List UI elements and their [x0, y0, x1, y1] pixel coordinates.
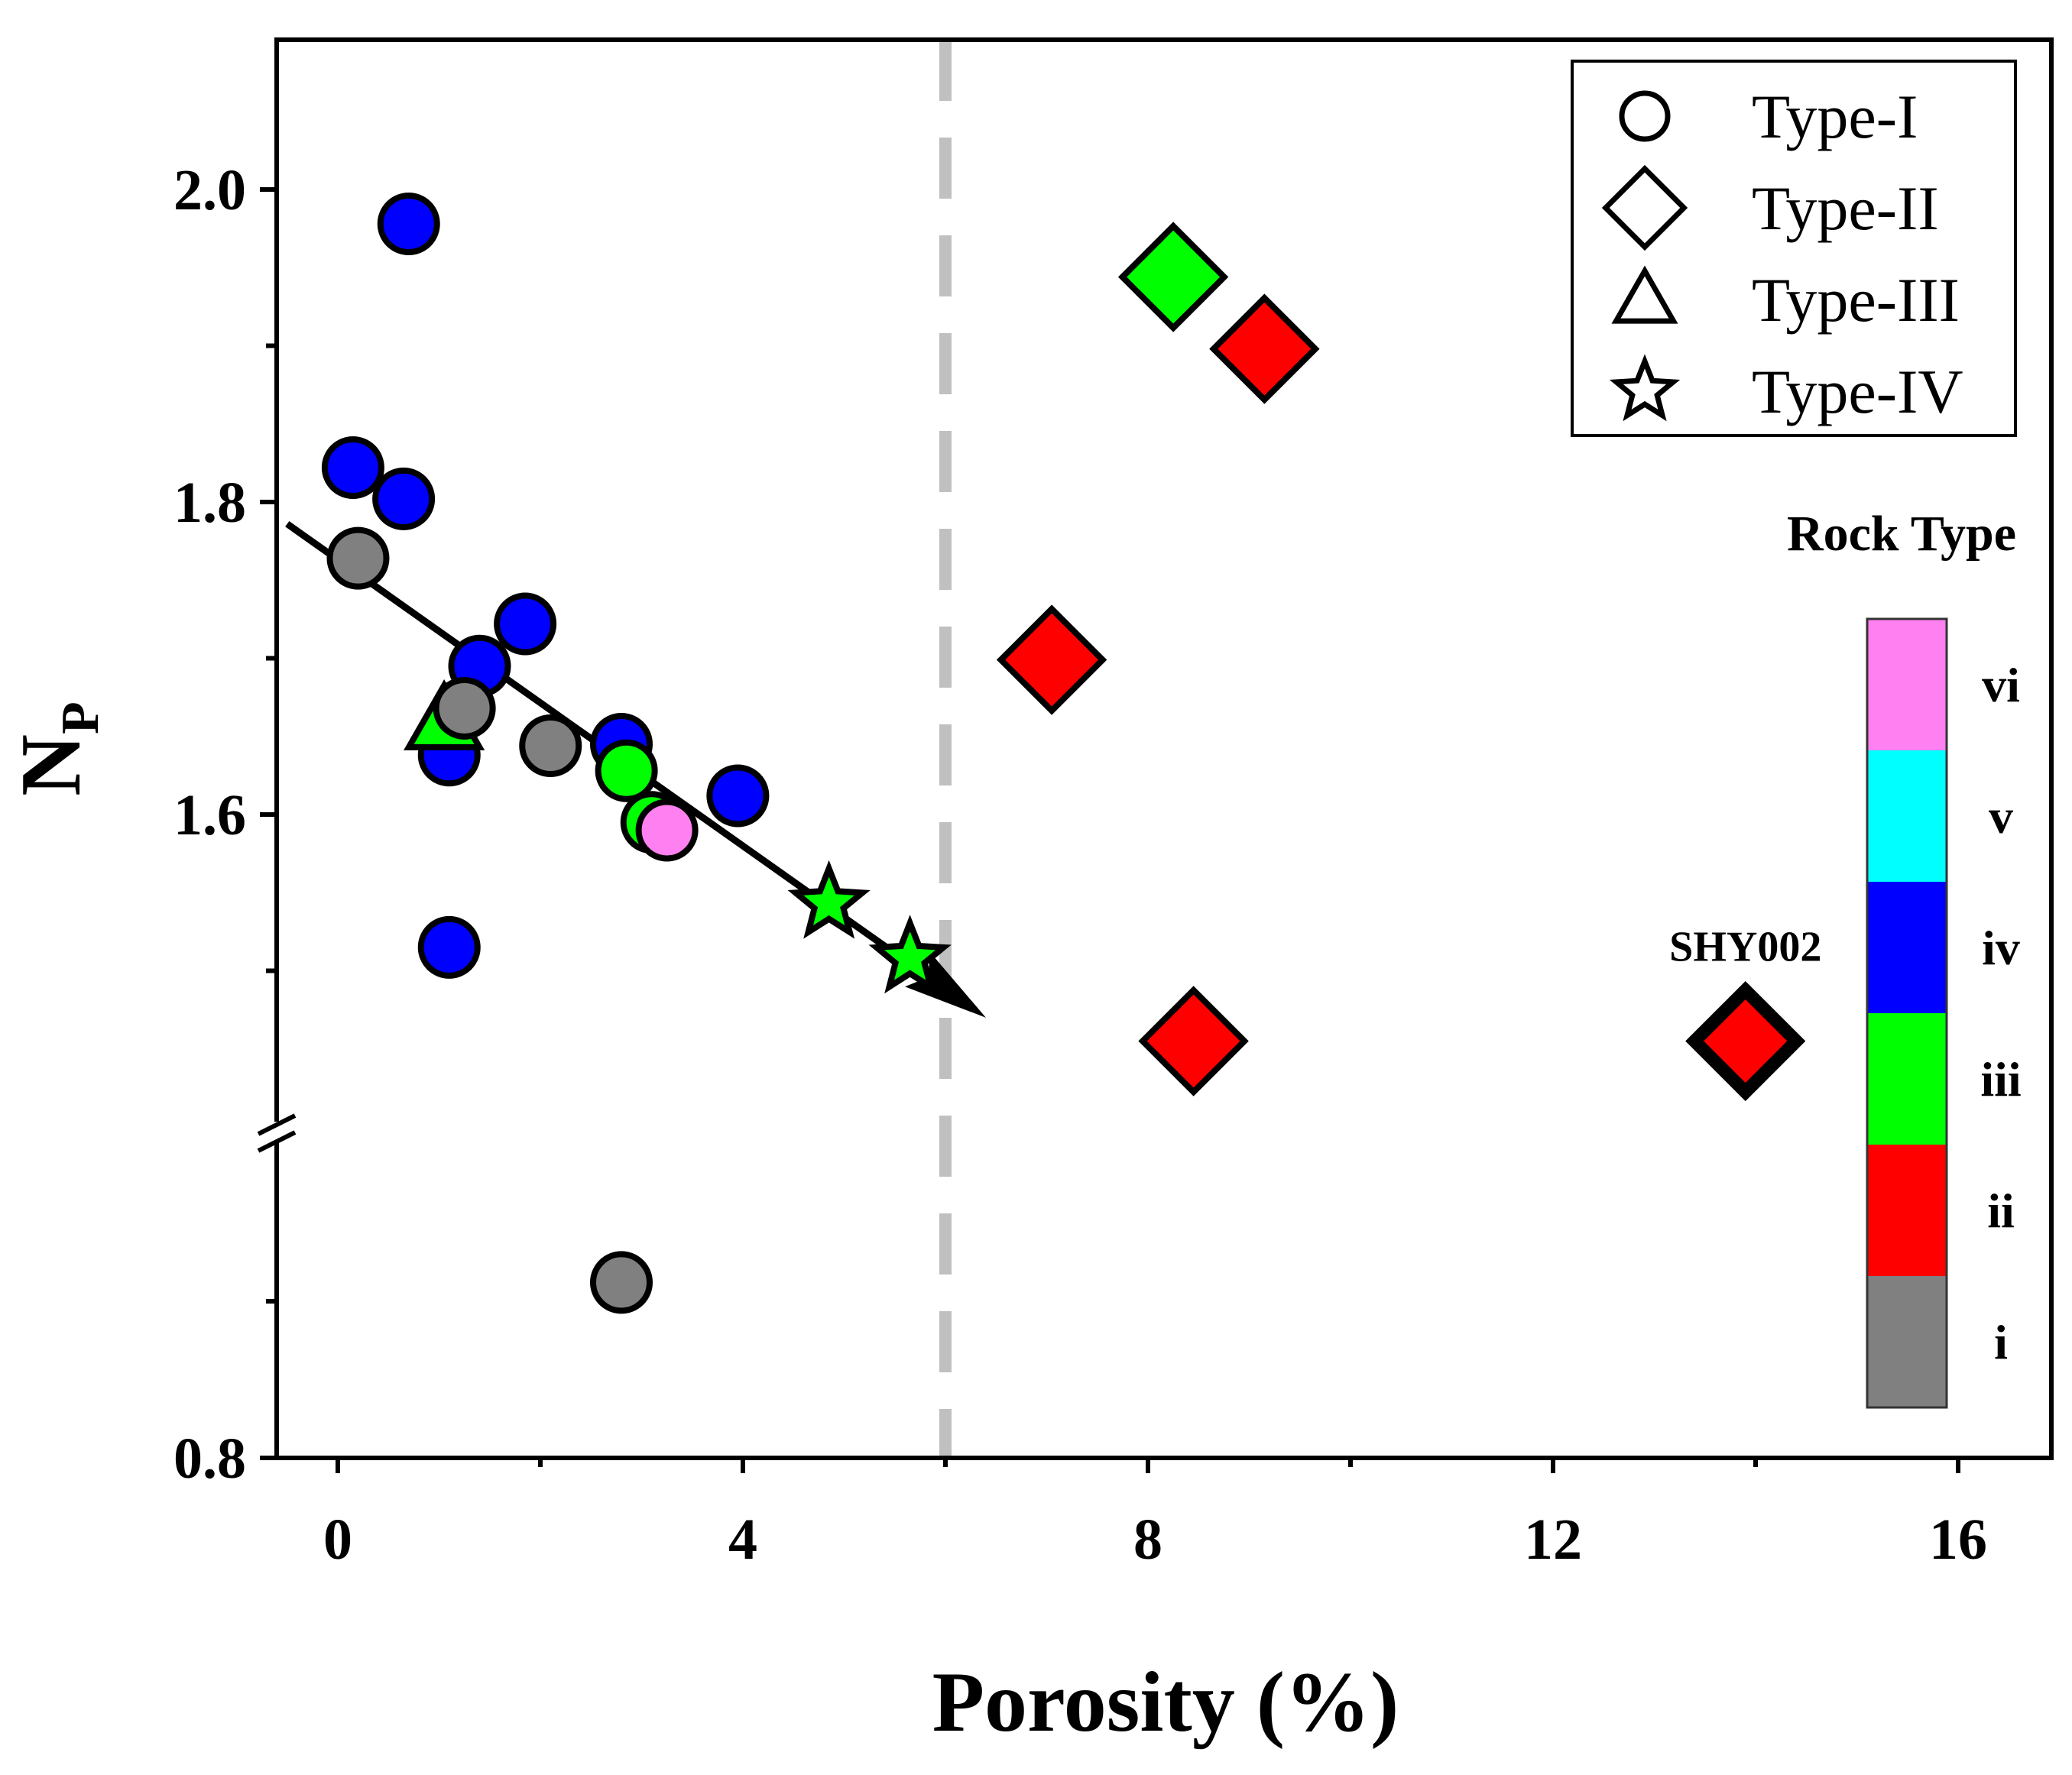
legend-label-type-ii: Type-II	[1752, 173, 1939, 243]
marker-legend: Type-I Type-II Type-III Type-IV	[1571, 60, 2017, 437]
colorbar-title: Rock Type	[1787, 506, 2016, 562]
axis-break-mark-1	[257, 1130, 297, 1153]
y-axis-title-subscript: P	[51, 701, 110, 734]
colorbar-swatch-iii	[1867, 1013, 1947, 1145]
x-tick-label-12: 12	[1524, 1508, 1582, 1572]
y-tick-label-0.8: 0.8	[173, 1427, 246, 1491]
data-point-diamond-ii-21	[996, 604, 1107, 715]
x-tick-label-0: 0	[323, 1508, 352, 1572]
colorbar-swatch-iv	[1867, 882, 1947, 1013]
legend-label-type-i: Type-I	[1752, 82, 1918, 151]
legend-label-type-iii: Type-III	[1752, 265, 1960, 335]
data-point-star-iii-17	[787, 860, 871, 939]
data-point-star-iii-18	[868, 915, 952, 994]
axis-break-marks	[257, 1113, 297, 1153]
colorbar-label-vi: vi	[1982, 658, 2020, 712]
colorbar-label-iii: iii	[1980, 1052, 2021, 1106]
x-tick-label-8: 8	[1133, 1508, 1162, 1572]
data-point-circle-iii-10	[595, 739, 658, 802]
x-tick-label-4: 4	[728, 1508, 757, 1572]
data-point-circle-vi-16	[635, 798, 699, 862]
data-point-circle-iv-0	[377, 192, 440, 255]
y-axis-title-main: N	[4, 734, 99, 796]
plot-frame	[274, 37, 2054, 1460]
data-point-diamond-iii-19	[1117, 222, 1229, 332]
colorbar-label-v: v	[1989, 789, 2013, 844]
trend-arrow-head	[905, 951, 986, 1018]
legend-marker-circle	[1619, 90, 1671, 142]
x-axis: 0 4 8 12 16	[323, 1458, 1987, 1572]
legend-marker-diamond	[1601, 164, 1688, 251]
data-point-circle-i-13	[433, 676, 496, 740]
y-axis-title: NP	[4, 701, 110, 796]
data-point-diamond-ii-22	[1138, 986, 1249, 1096]
data-point-circle-iv-3	[494, 592, 557, 656]
legend-marker-star	[1609, 354, 1681, 422]
data-point-circle-iv-2	[372, 467, 436, 530]
x-axis-title: Porosity (%)	[932, 1655, 1399, 1750]
data-point-diamond-ii-23	[1685, 980, 1806, 1102]
y-axis: 1.6 1.8 2.0 0.8	[173, 158, 277, 1491]
data-points-layer	[321, 192, 1806, 1314]
legend-marker-triangle	[1611, 265, 1678, 324]
colorbar-label-iv: iv	[1982, 921, 2020, 975]
y-tick-label-1.8: 1.8	[173, 471, 246, 535]
data-point-circle-i-14	[519, 714, 582, 778]
axis-break-mark-0	[257, 1113, 297, 1136]
colorbar-label-i: i	[1994, 1315, 2008, 1369]
y-tick-label-1.6: 1.6	[173, 783, 246, 847]
data-point-circle-i-12	[326, 526, 390, 590]
data-point-diamond-ii-20	[1209, 293, 1320, 404]
data-point-circle-iv-8	[417, 915, 481, 979]
colorbar-swatch-i	[1867, 1276, 1947, 1407]
legend-label-type-iv: Type-IV	[1752, 357, 1963, 426]
colorbar-swatch-vi	[1867, 619, 1947, 750]
data-point-circle-i-15	[590, 1251, 653, 1314]
x-tick-label-16: 16	[1929, 1508, 1987, 1572]
data-point-circle-iv-1	[321, 436, 384, 500]
data-point-circle-iv-7	[706, 764, 770, 828]
shy002-annotation: SHY002	[1669, 924, 1821, 971]
colorbar-label-ii: ii	[1987, 1184, 2015, 1238]
colorbar-border	[1866, 617, 1948, 1409]
y-tick-label-2.0: 2.0	[173, 158, 246, 222]
colorbar-swatch-v	[1867, 750, 1947, 882]
colorbar-swatch-ii	[1867, 1145, 1947, 1276]
